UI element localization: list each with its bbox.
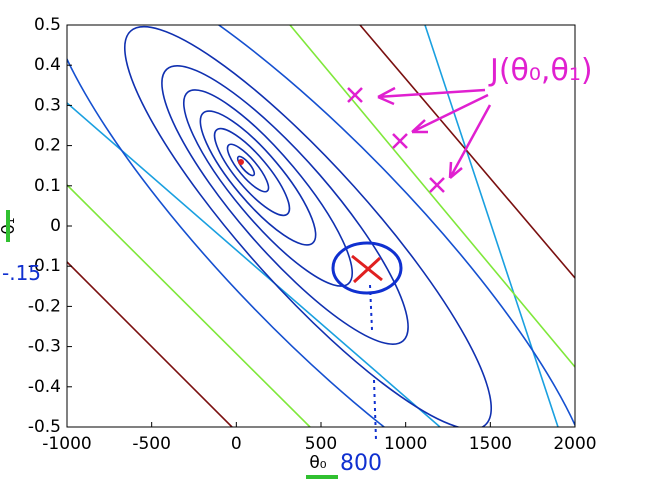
contour-line [359, 25, 575, 279]
contour-ellipse [226, 143, 270, 193]
contour-line [67, 261, 233, 427]
x-tick-label: 500 [305, 434, 337, 454]
y-tick-label: 0 [50, 216, 61, 236]
x-tick-label: -1000 [42, 434, 91, 454]
contour-ellipse [182, 89, 354, 287]
magenta-marks [347, 86, 492, 193]
x-tick-label: -500 [132, 434, 171, 454]
contour-line [67, 184, 311, 427]
contour-ellipse [161, 65, 409, 345]
y-tick-label: 0.2 [34, 136, 61, 156]
circle-mark [331, 241, 403, 295]
x-tick-label: 2000 [553, 434, 596, 454]
y-tick-label: -0.2 [28, 296, 61, 316]
y-tick-label: -0.3 [28, 337, 61, 357]
contour-line [289, 25, 575, 368]
contour-ellipse [236, 155, 256, 177]
y-tick-label: -0.4 [28, 377, 61, 397]
x-tick-label: 1500 [469, 434, 512, 454]
y-tick-label: -0.1 [28, 256, 61, 276]
dashed-line [369, 284, 377, 441]
contour-ellipse [123, 25, 493, 427]
x-tick-label: 0 [231, 434, 242, 454]
annotation: J(θ₀,θ₁) [488, 53, 593, 88]
y-tick-label: 0.1 [34, 176, 61, 196]
minimum-dot [238, 159, 244, 165]
red-x [351, 254, 383, 284]
x-tick-label: 1000 [384, 434, 427, 454]
x-axis-label: θ₀ [309, 453, 326, 473]
annotation: 800 [340, 451, 382, 476]
contour-ellipse [199, 110, 317, 246]
contour-line [67, 102, 441, 427]
contour-ellipse [213, 127, 291, 217]
y-tick-label: 0.4 [34, 55, 61, 75]
annotation: -.15 [2, 261, 41, 285]
y-tick-label: -0.5 [28, 417, 61, 437]
y-tick-label: 0.3 [34, 95, 61, 115]
y-tick-label: 0.5 [34, 15, 61, 35]
ticks: -1000 -500 0 500 1000 1500 2000 0.5 0.4 0.3 0.2 0.1… [28, 15, 597, 454]
